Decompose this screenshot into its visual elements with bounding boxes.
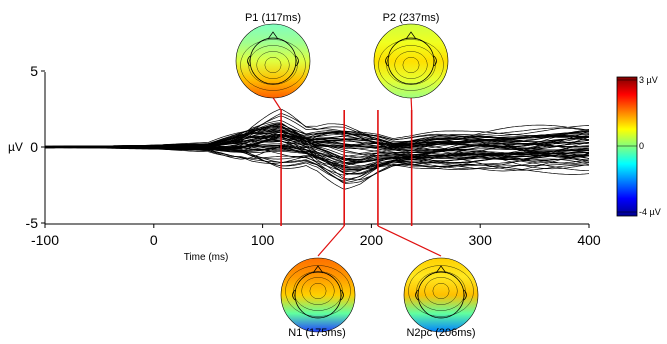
x-tick-label: 200	[360, 232, 384, 248]
topomap-n2pc	[403, 257, 479, 333]
head-ear-right	[295, 55, 299, 67]
topomap-contour	[378, 39, 444, 91]
head-nose	[312, 265, 324, 274]
label-n2pc: N2pc (206ms)	[406, 327, 475, 339]
topomap-contour	[416, 271, 466, 311]
topomap-contour	[256, 51, 290, 79]
colorbar-label-min: -4 µV	[639, 207, 661, 217]
head-outline	[294, 271, 342, 319]
colorbar-label-max: 3 µV	[639, 75, 658, 85]
label-p1: P1 (117ms)	[245, 12, 301, 24]
erp-trace	[45, 146, 590, 175]
topomap-disc	[235, 23, 311, 99]
connector-p1	[271, 95, 282, 111]
head-ear-right	[340, 289, 344, 301]
topomap-contour	[264, 56, 282, 74]
x-tick-label: 400	[577, 232, 601, 248]
erp-trace	[45, 139, 590, 180]
label-n1: N1 (175ms)	[288, 327, 345, 339]
topomap-p2	[373, 23, 449, 99]
topomap-p1	[235, 23, 311, 99]
head-nose	[405, 31, 417, 40]
x-axis-label: Time (ms)	[184, 252, 229, 263]
x-tick-label: 0	[150, 232, 158, 248]
plot-axes	[44, 72, 589, 225]
y-tick-label: 0	[30, 139, 38, 155]
topomap-contour	[301, 277, 335, 305]
topomap-contour	[394, 51, 428, 79]
erp-traces	[44, 108, 590, 190]
head-ear-left	[385, 55, 389, 67]
x-tick-label: -100	[31, 232, 59, 248]
topomap-n1	[280, 257, 356, 333]
head-ear-left	[292, 289, 296, 301]
head-nose	[267, 31, 279, 40]
topomap-contour	[248, 45, 298, 85]
latency-markers	[271, 95, 442, 257]
topomap-disc	[403, 257, 479, 333]
topomap-contour	[240, 39, 306, 91]
topomap-contour	[309, 282, 327, 300]
connector-n1	[317, 225, 345, 257]
erp-trace	[45, 146, 590, 181]
y-tick-label: 5	[30, 63, 38, 79]
colorbar-gradient	[616, 76, 638, 217]
head-ear-right	[463, 289, 467, 301]
colorbar: 3 µV 0 -4 µV	[616, 75, 661, 217]
head-outline	[249, 37, 297, 85]
y-tick-label: -5	[26, 215, 39, 231]
x-tick-label: 300	[469, 232, 493, 248]
topomap-contour	[293, 271, 343, 311]
y-ticks: 5 0 -5	[26, 63, 45, 231]
topomap-contour	[424, 277, 458, 305]
head-outline	[387, 37, 435, 85]
head-outline	[417, 271, 465, 319]
connector-p2	[410, 95, 413, 111]
y-axis-label: µV	[8, 140, 23, 154]
head-ear-left	[415, 289, 419, 301]
erp-trace	[45, 130, 590, 154]
label-p2: P2 (237ms)	[383, 12, 440, 24]
topomap-contour	[386, 45, 436, 85]
head-nose	[435, 265, 447, 274]
erp-trace	[45, 125, 590, 148]
x-ticks: -100 0 100 200 300 400	[31, 224, 601, 248]
topomap-contour	[402, 56, 420, 74]
head-ear-left	[247, 55, 251, 67]
topomap-disc	[373, 23, 449, 99]
connector-n2pc	[377, 225, 442, 257]
topographies	[235, 23, 479, 333]
topomap-disc	[280, 257, 356, 333]
topomap-contour	[432, 282, 450, 300]
x-tick-label: 100	[251, 232, 275, 248]
colorbar-label-zero: 0	[639, 141, 644, 151]
head-ear-right	[433, 55, 437, 67]
